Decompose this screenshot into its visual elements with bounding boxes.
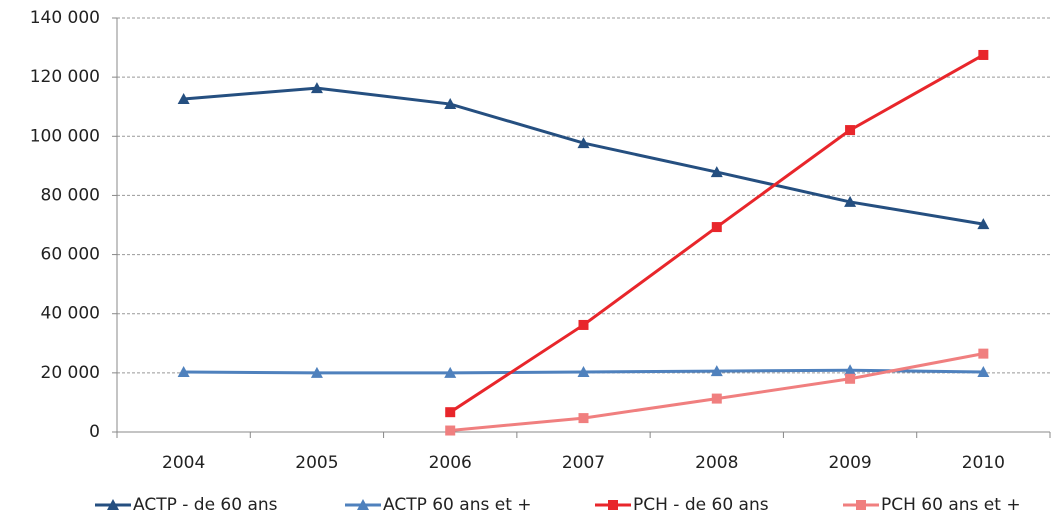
x-tick-label: 2006	[429, 453, 472, 473]
data-point	[711, 222, 722, 233]
x-tick-label: 2008	[695, 453, 738, 473]
x-tick-label: 2010	[962, 453, 1005, 473]
data-point	[844, 364, 857, 376]
legend-label: ACTP 60 ans et +	[383, 495, 532, 515]
x-tick-label: 2009	[828, 453, 871, 473]
data-point	[177, 365, 190, 377]
data-point	[977, 218, 990, 230]
y-tick-label: 0	[89, 422, 100, 442]
data-point	[578, 319, 589, 330]
data-point	[844, 195, 857, 207]
y-tick-label: 60 000	[41, 245, 100, 265]
y-tick-label: 40 000	[41, 304, 100, 324]
y-tick-label: 100 000	[30, 126, 100, 146]
data-point	[310, 366, 323, 378]
data-point	[577, 137, 590, 149]
data-point	[711, 393, 722, 404]
y-tick-label: 20 000	[41, 363, 100, 383]
legend-marker	[107, 499, 119, 510]
data-point	[845, 125, 856, 136]
data-point	[445, 407, 456, 418]
x-tick-label: 2005	[295, 453, 338, 473]
data-point	[978, 49, 989, 60]
y-tick-label: 140 000	[30, 8, 100, 28]
legend-label: ACTP - de 60 ans	[133, 495, 278, 515]
legend-label: PCH 60 ans et +	[881, 495, 1021, 515]
y-tick-label: 80 000	[41, 185, 100, 205]
data-point	[577, 365, 590, 377]
data-point	[445, 425, 456, 436]
data-point	[710, 365, 723, 377]
data-point	[177, 93, 190, 105]
x-tick-label: 2004	[162, 453, 205, 473]
series-line	[449, 53, 985, 414]
data-point	[845, 373, 856, 384]
data-point	[578, 413, 589, 424]
data-point	[444, 98, 457, 110]
legend-label: PCH - de 60 ans	[633, 495, 769, 515]
legend-marker	[608, 500, 618, 510]
data-point	[444, 366, 457, 378]
series-line	[183, 86, 984, 226]
y-tick-label: 120 000	[30, 67, 100, 87]
data-point	[978, 348, 989, 359]
data-point	[977, 365, 990, 377]
data-point	[710, 166, 723, 178]
x-tick-label: 2007	[562, 453, 605, 473]
data-point	[310, 82, 323, 94]
legend-marker	[357, 499, 369, 510]
legend-marker	[856, 500, 866, 510]
